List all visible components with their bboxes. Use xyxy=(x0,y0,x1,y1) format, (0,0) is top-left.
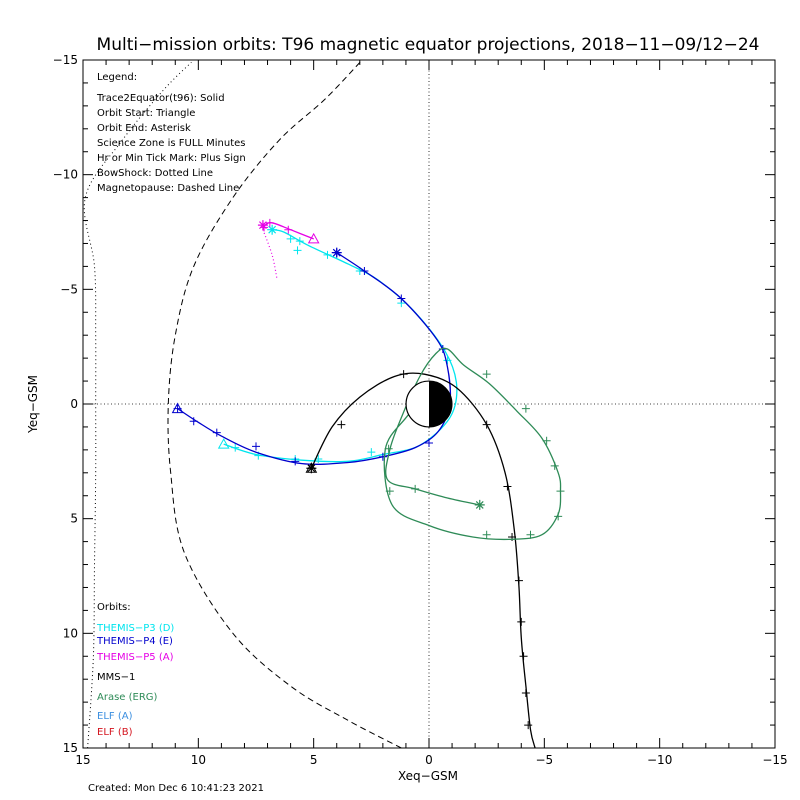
orbit-end-marker xyxy=(267,224,278,235)
series-dotted-line xyxy=(262,229,278,279)
hour-tick-mark xyxy=(385,487,394,496)
hour-tick-mark xyxy=(550,461,559,470)
axis-ticks: 15 10 5 0 −5 −10 −15 −15 −10 −5 0 5 10 15 xyxy=(53,53,788,767)
hour-tick-mark xyxy=(556,487,565,496)
hour-tick-mark xyxy=(503,482,512,491)
orbit-legend-entry: THEMIS−P5 (A) xyxy=(96,652,174,663)
legend-entry: Science Zone is FULL Minutes xyxy=(97,138,246,149)
series-line xyxy=(310,372,536,748)
hour-tick-mark xyxy=(367,448,376,457)
orbit-end-marker xyxy=(474,499,485,510)
hour-tick-mark xyxy=(291,457,300,466)
x-tick-label: −5 xyxy=(535,753,553,767)
legend-entry: Orbit End: Asterisk xyxy=(97,123,191,134)
orbit-end-marker xyxy=(331,247,342,258)
hour-tick-mark xyxy=(384,444,393,453)
legend-entry: BowShock: Dotted Line xyxy=(97,168,213,179)
hour-tick-mark xyxy=(519,652,528,661)
y-tick-label: 10 xyxy=(63,626,78,640)
orbit-start-marker xyxy=(217,438,230,449)
x-tick-label: 0 xyxy=(425,753,433,767)
orbit-legend-entry: Arase (ERG) xyxy=(97,692,158,703)
y-axis-label: Yeq−GSM xyxy=(26,375,40,434)
hour-tick-mark xyxy=(514,576,523,585)
orbit-legend-entry: ELF (A) xyxy=(97,711,133,722)
earth-icon xyxy=(405,380,453,428)
y-tick-label: 5 xyxy=(70,512,78,526)
hour-tick-mark xyxy=(286,234,295,243)
orbit-legend-entry: THEMIS−P3 (D) xyxy=(96,623,174,634)
hour-tick-mark xyxy=(425,438,433,447)
orbits-legend: Orbits: THEMIS−P3 (D) THEMIS−P4 (E) THEMIS… xyxy=(96,602,174,738)
hour-tick-mark xyxy=(524,721,533,730)
series-arase-erg- xyxy=(383,347,565,541)
y-tick-label: −5 xyxy=(60,282,78,296)
hour-tick-mark xyxy=(482,370,491,379)
series-themis-p4-e- xyxy=(171,247,452,466)
created-timestamp: Created: Mon Dec 6 10:41:23 2021 xyxy=(88,783,264,794)
y-tick-label: −10 xyxy=(53,168,78,182)
series-mms-1 xyxy=(305,370,536,748)
hour-tick-mark xyxy=(265,218,274,227)
legend-entry: Hr or Min Tick Mark: Plus Sign xyxy=(97,153,246,164)
hour-tick-mark xyxy=(323,250,332,259)
orbit-legend-entry: MMS−1 xyxy=(97,672,135,683)
x-tick-label: −15 xyxy=(762,753,787,767)
series-line xyxy=(177,252,452,465)
series-layer xyxy=(171,218,565,748)
orbits-title: Orbits: xyxy=(97,602,131,613)
orbit-legend-entry: THEMIS−P4 (E) xyxy=(96,636,173,647)
hour-tick-mark xyxy=(517,617,526,626)
hour-tick-mark xyxy=(231,443,240,452)
hour-tick-mark xyxy=(293,246,302,255)
chart-title: Multi−mission orbits: T96 magnetic equat… xyxy=(97,35,760,55)
orbit-end-marker xyxy=(306,463,317,474)
y-tick-label: 0 xyxy=(70,397,78,411)
x-tick-label: 10 xyxy=(191,753,206,767)
hour-tick-mark xyxy=(526,530,535,539)
y-tick-label: 15 xyxy=(63,741,78,755)
series-themis-p3-d- xyxy=(217,224,458,464)
hour-tick-mark xyxy=(252,442,260,451)
x-tick-label: 5 xyxy=(310,753,318,767)
hour-tick-mark xyxy=(189,417,198,426)
x-tick-label: −10 xyxy=(647,753,672,767)
hour-tick-mark xyxy=(521,404,530,413)
hour-tick-mark xyxy=(284,225,293,234)
legend: Legend: Trace2Equator(t96): Solid Orbit S… xyxy=(96,72,246,194)
earth-night-side xyxy=(429,381,452,427)
hour-tick-mark xyxy=(411,484,420,493)
hour-tick-mark xyxy=(212,428,221,437)
legend-entry: Magnetopause: Dashed Line xyxy=(97,183,239,194)
hour-tick-mark xyxy=(399,370,408,379)
legend-entry: Trace2Equator(t96): Solid xyxy=(96,93,225,104)
hour-tick-mark xyxy=(295,237,304,246)
hour-tick-mark xyxy=(482,420,491,429)
orbit-legend-entry: ELF (B) xyxy=(97,727,133,738)
x-tick-label: 15 xyxy=(75,753,90,767)
hour-tick-mark xyxy=(482,530,491,539)
series-line xyxy=(223,229,458,463)
orbit-end-marker xyxy=(257,220,268,231)
series-line xyxy=(383,347,562,541)
hour-tick-mark xyxy=(360,266,369,275)
y-tick-label: −15 xyxy=(53,53,78,67)
hour-tick-mark xyxy=(542,436,551,445)
legend-entry: Orbit Start: Triangle xyxy=(97,108,195,119)
orbit-start-marker xyxy=(307,232,320,244)
series-themis-p5-a- xyxy=(257,218,320,279)
hour-tick-mark xyxy=(397,294,406,303)
x-axis-label: Xeq−GSM xyxy=(398,769,458,783)
legend-title: Legend: xyxy=(97,72,137,83)
hour-tick-mark xyxy=(443,356,452,365)
orbit-start-marker xyxy=(171,402,184,414)
hour-tick-mark xyxy=(521,688,530,697)
hour-tick-mark xyxy=(554,512,563,521)
hour-tick-mark xyxy=(378,452,387,461)
hour-tick-mark xyxy=(337,420,346,429)
